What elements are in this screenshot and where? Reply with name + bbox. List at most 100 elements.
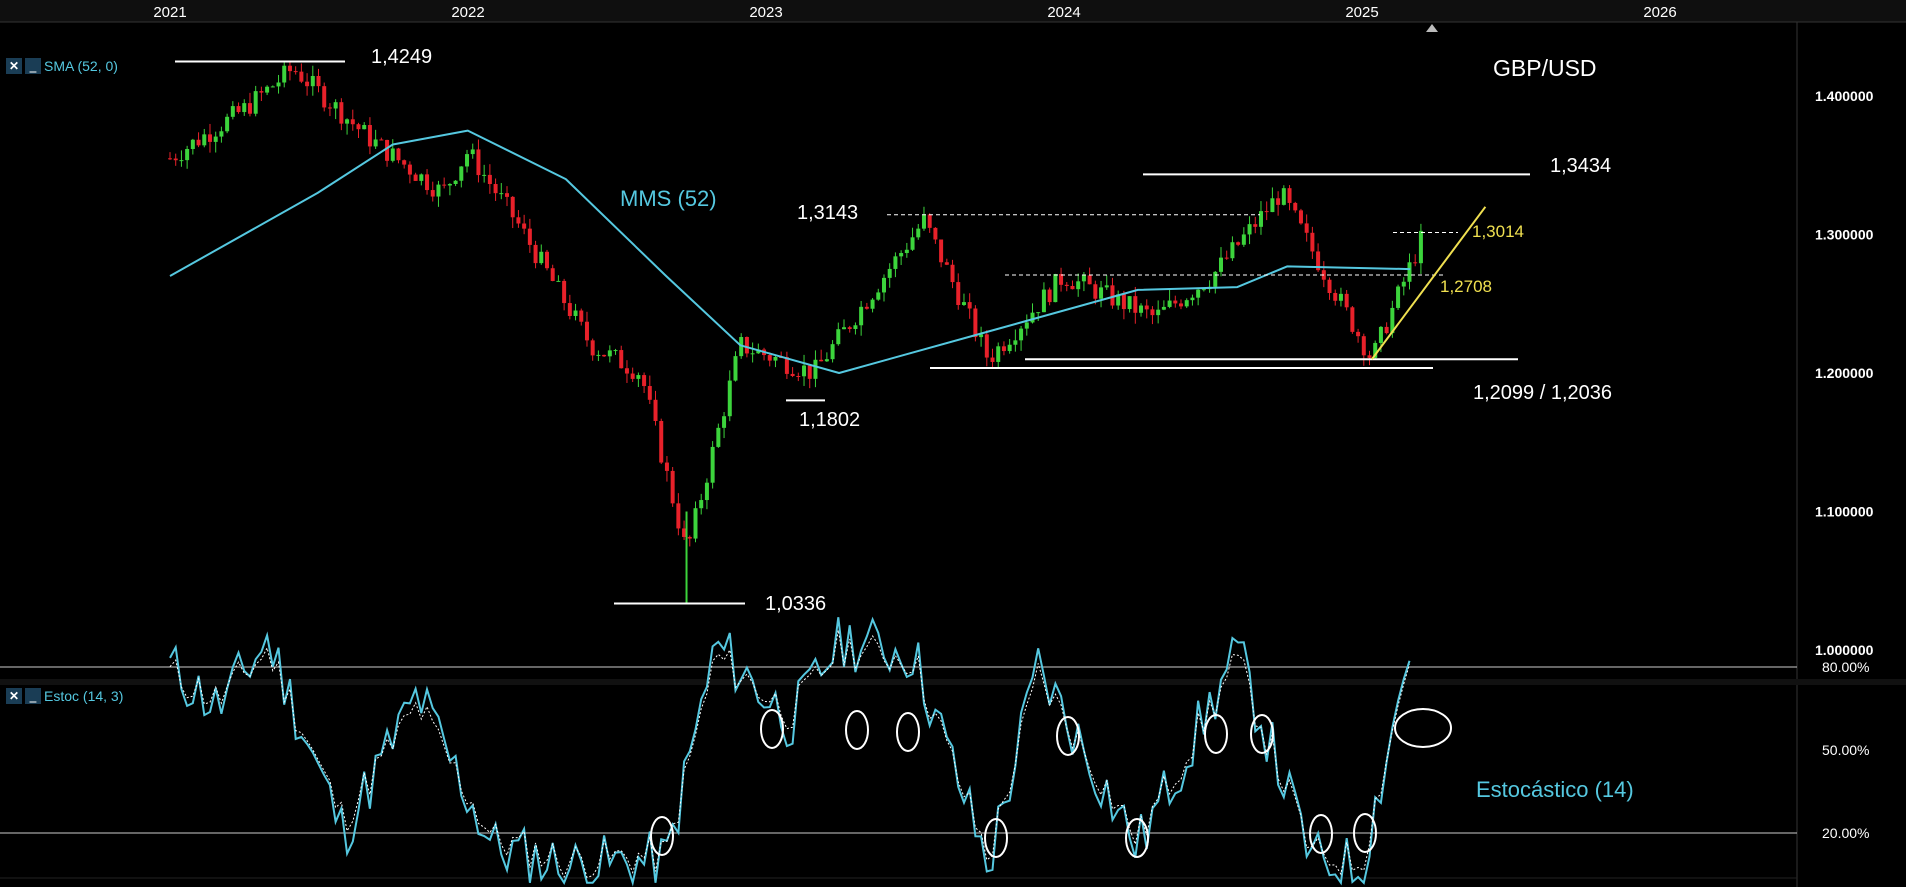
candle-body [527,228,532,245]
candle-body [242,103,247,113]
candle-body [1196,289,1201,298]
candle-body [893,256,898,269]
candle-body [767,355,772,361]
candle-body [602,354,607,357]
candle-body [1333,293,1338,301]
candle-body [699,500,704,509]
candle-body [562,280,567,304]
candle-body [904,249,909,254]
candle-body [1030,312,1035,323]
candle-body [950,264,955,283]
x-tick-label: 2021 [153,4,186,21]
candle-body [687,536,692,539]
candle-body [939,239,944,263]
candle-body [362,125,367,130]
candle-body [990,357,995,362]
minimize-icon[interactable]: ‗ [25,688,41,704]
candle-body [1276,198,1281,205]
candle-body [1139,305,1144,313]
candle-body [613,350,618,352]
candle-body [179,160,184,162]
candle-body [1007,344,1012,352]
candle-body [293,71,298,73]
candle-body [1076,281,1081,290]
candle-body [590,340,595,356]
candle-body [1378,326,1383,343]
candle-body [316,75,321,87]
candle-body [207,134,212,142]
close-icon[interactable]: ✕ [6,688,22,704]
candle-body [979,334,984,338]
candle-body [1070,285,1075,290]
stoch-y-tick-label: 20.00% [1822,825,1869,841]
candle-body [944,262,949,265]
candle-body [493,184,498,194]
candle-body [807,365,812,379]
candle-body [1144,305,1149,310]
candle-body [276,82,281,87]
close-icon[interactable]: ✕ [6,58,22,74]
candle-body [813,359,818,379]
candle-body [1287,188,1292,203]
candle-body [465,154,470,167]
y-tick-label: 1.000000 [1815,642,1874,658]
candle-body [1241,234,1246,245]
candle-body [847,327,852,329]
candle-body [447,184,452,186]
candle-body [379,139,384,141]
candle-body [853,325,858,329]
candle-body [1236,242,1241,245]
candle-body [470,149,475,155]
candle-body [830,344,835,360]
candle-body [956,282,961,305]
stoch-k-line [169,616,1411,887]
candle-body [659,420,664,463]
candle-body [1036,312,1041,314]
candle-body [327,107,332,109]
time-axis-bar [0,0,1906,22]
candle-body [173,158,178,161]
candle-body [973,308,978,338]
level-label-1-4249: 1,4249 [371,46,432,68]
candle-body [1059,274,1064,285]
candle-body [1150,309,1155,316]
candle-body [533,244,538,264]
candle-body [1110,285,1115,306]
candle-body [1173,300,1178,304]
candle-body [1224,257,1229,259]
candle-body [819,359,824,362]
candle-body [367,125,372,147]
minimize-icon[interactable]: ‗ [25,58,41,74]
candle-body [516,217,521,224]
candle-body [693,508,698,539]
candle-body [442,184,447,186]
level-label-1-0336: 1,0336 [765,593,826,615]
candle-body [333,102,338,109]
signal-circle-marker [984,818,1008,858]
candle-body [544,251,549,269]
signal-circle-marker [760,709,784,749]
candle-body [1019,328,1024,341]
stoch-annotation-label: Estocástico (14) [1476,777,1634,802]
candle-body [859,306,864,326]
candle-body [345,119,350,124]
candle-body [796,375,801,377]
candle-body [870,299,875,309]
stoch-y-tick-label: 50.00% [1822,742,1869,758]
candle-body [1001,346,1006,352]
candle-body [247,103,252,114]
level-label-1-2099-1-2036: 1,2099 / 1,2036 [1473,382,1612,404]
x-tick-label: 2023 [749,4,782,21]
candle-body [213,136,218,142]
stoch-indicator-label: ✕ ‗ Estoc (14, 3) [6,688,123,704]
candle-body [253,91,258,114]
candle-body [624,368,629,374]
candle-body [350,119,355,125]
candle-body [1350,307,1355,332]
candle-body [1327,279,1332,294]
candle-body [305,81,310,87]
candle-body [487,174,492,185]
candle-body [984,334,989,358]
candle-body [887,268,892,278]
candle-body [630,373,635,379]
